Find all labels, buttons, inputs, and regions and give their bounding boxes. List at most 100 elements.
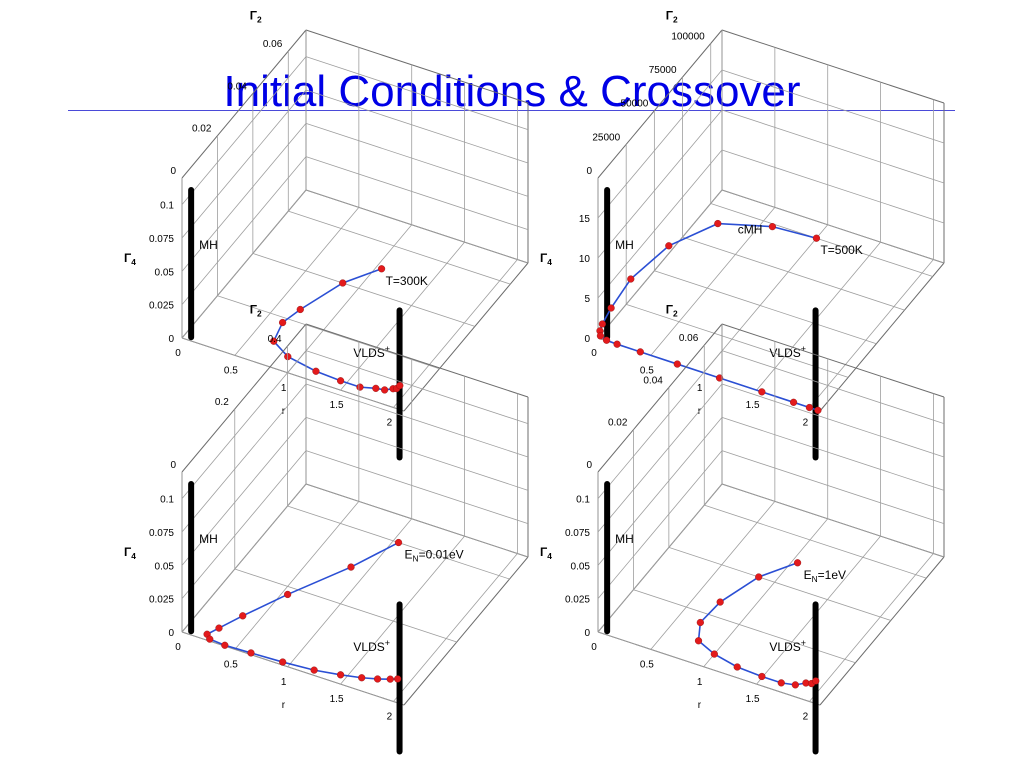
- grid-line: [721, 350, 945, 425]
- trajectory-point: [791, 681, 799, 689]
- gamma4-tick-label: 0: [584, 334, 590, 345]
- box-edge: [721, 323, 945, 398]
- condition-label-sub: N: [812, 574, 818, 584]
- mh-label: MH: [615, 532, 634, 546]
- grid-line: [721, 383, 945, 458]
- grid-line: [181, 189, 307, 339]
- condition-label-main: E: [804, 568, 812, 582]
- grid-line: [721, 109, 945, 184]
- grid-line: [305, 189, 529, 264]
- grid-line: [181, 56, 307, 205]
- gamma2-axis-label-main: Γ: [666, 302, 674, 316]
- grid-line: [721, 450, 945, 525]
- grid-line: [756, 535, 881, 685]
- gamma2-axis-label-main: Γ: [250, 302, 258, 316]
- gamma4-tick-label: 15: [579, 214, 591, 225]
- gamma2-tick-label: 0.4: [268, 334, 282, 345]
- gamma2-axis-label-main: Γ: [250, 8, 258, 22]
- gamma4-tick-label: 0.05: [571, 561, 591, 572]
- grid-line: [252, 253, 475, 327]
- grid-line: [597, 350, 723, 499]
- trajectory-point: [377, 265, 386, 273]
- box-edge: [305, 29, 529, 104]
- r-tick-label: 0: [175, 642, 181, 653]
- trajectory-point: [733, 663, 741, 671]
- grid-line: [668, 547, 891, 621]
- gamma2-tick-label: 25000: [592, 132, 620, 143]
- trajectory-point: [636, 348, 644, 356]
- gamma4-axis-label-sub: 4: [131, 257, 136, 267]
- trajectory-point: [812, 234, 821, 242]
- gamma4-axis-label: Γ4: [124, 545, 136, 561]
- gamma4-axis-label: Γ4: [124, 251, 136, 267]
- grid-line: [288, 210, 511, 285]
- grid-line: [393, 553, 518, 702]
- grid-line: [234, 207, 360, 356]
- trajectory-point: [356, 383, 364, 391]
- gamma2-tick-label: 0.04: [643, 375, 663, 386]
- grid-line: [181, 383, 307, 533]
- trajectory-point: [598, 320, 606, 328]
- trajectory-point: [710, 650, 718, 658]
- trajectory-curve: [206, 541, 399, 680]
- trajectory-point: [347, 563, 355, 571]
- grid-line: [654, 270, 877, 345]
- grid-line: [809, 259, 934, 408]
- grid-line: [340, 241, 465, 391]
- vlds-label: VLDS+: [353, 344, 390, 360]
- r-tick-label: 2: [387, 418, 393, 429]
- grid-line: [721, 483, 945, 558]
- grid-line: [287, 224, 413, 374]
- condition-label-sub: N: [413, 554, 419, 564]
- grid-line: [234, 568, 457, 643]
- grid-line: [305, 450, 529, 525]
- box-edge: [597, 29, 723, 179]
- grid-line: [597, 69, 723, 219]
- grid-line: [704, 504, 927, 579]
- trajectory-point: [715, 374, 724, 382]
- trajectory-point: [372, 384, 380, 392]
- trajectory-point: [279, 658, 287, 666]
- trajectory-point: [394, 538, 403, 547]
- grid-line: [597, 189, 723, 339]
- grid-line: [703, 224, 829, 374]
- grid-line: [626, 303, 849, 378]
- r-tick-label: 1.5: [746, 694, 760, 705]
- trajectory-point: [758, 388, 766, 396]
- condition-label-rest: =0.01eV: [419, 548, 464, 562]
- trajectory-point: [386, 675, 394, 683]
- trajectory-point: [358, 674, 366, 682]
- gamma4-axis-label-sub: 4: [547, 551, 552, 561]
- grid-line: [633, 589, 856, 664]
- gamma4-axis-label-main: Γ: [124, 545, 132, 559]
- r-tick-label: 2: [387, 712, 393, 723]
- box-edge: [181, 323, 307, 473]
- grid-line: [721, 189, 945, 264]
- grid-line: [597, 483, 723, 633]
- grid-line: [181, 156, 307, 305]
- r-tick-label: 0: [591, 348, 597, 359]
- gamma2-tick-label: 0: [586, 460, 592, 471]
- gamma4-tick-label: 0.075: [149, 234, 174, 245]
- trajectory-point: [337, 377, 345, 385]
- mh-label: MH: [199, 532, 218, 546]
- trajectory-point: [673, 360, 681, 368]
- r-tick-label: 2: [803, 418, 809, 429]
- vlds-label-sup: +: [385, 638, 390, 648]
- grid-line: [287, 518, 413, 668]
- grid-line: [682, 236, 905, 311]
- vlds-label-main: VLDS: [769, 640, 800, 654]
- grid-line: [721, 416, 945, 491]
- title-divider: [68, 110, 955, 111]
- r-tick-label: 0.5: [224, 659, 238, 670]
- vlds-label-sup: +: [385, 344, 390, 354]
- gamma4-tick-label: 0.05: [155, 267, 175, 278]
- vlds-label-main: VLDS: [353, 346, 384, 360]
- r-tick-label: 1: [281, 383, 287, 394]
- condition-label: T=300K: [386, 274, 428, 288]
- r-tick-label: 1.5: [746, 400, 760, 411]
- trajectory-point: [339, 279, 347, 287]
- gamma4-tick-label: 0.05: [155, 561, 175, 572]
- gamma4-tick-label: 0.1: [160, 201, 174, 212]
- grid-line: [181, 89, 307, 239]
